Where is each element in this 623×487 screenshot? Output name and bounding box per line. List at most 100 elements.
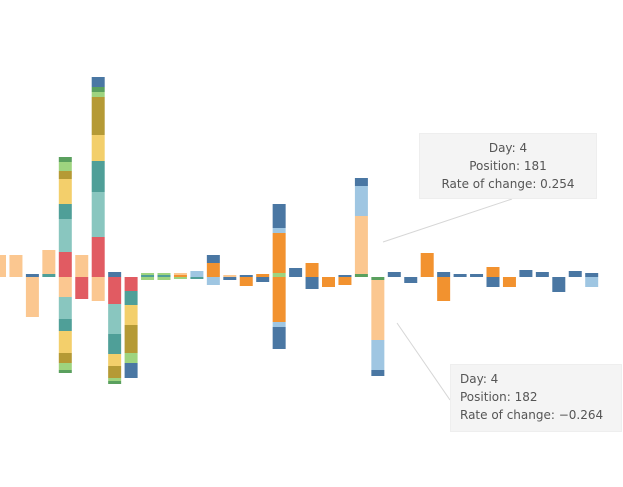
bar-segment-down[interactable] [437, 277, 451, 301]
bar-segment-up[interactable] [108, 272, 122, 277]
bar-segment-down[interactable] [58, 370, 72, 373]
bar-segment-down[interactable] [371, 277, 385, 280]
bar-segment-up[interactable] [206, 263, 220, 277]
bar-segment-down[interactable] [58, 277, 72, 297]
bar-segment-up[interactable] [58, 219, 72, 252]
bar-segment-up[interactable] [272, 233, 286, 273]
bar-segment-up[interactable] [354, 274, 368, 277]
bar-segment-down[interactable] [25, 277, 39, 317]
bar-segment-up[interactable] [568, 271, 582, 277]
bar-segment-down[interactable] [272, 327, 286, 349]
bar-segment-down[interactable] [486, 277, 500, 287]
bar-segment-up[interactable] [91, 87, 105, 92]
bar-segment-up[interactable] [25, 274, 39, 277]
bar-segment-up[interactable] [519, 270, 533, 277]
bar-segment-down[interactable] [58, 353, 72, 363]
bar-segment-up[interactable] [91, 77, 105, 87]
bar-segment-up[interactable] [206, 255, 220, 263]
bar-segment-up[interactable] [239, 275, 253, 277]
bar-segment-up[interactable] [305, 263, 319, 277]
bar-segment-down[interactable] [371, 280, 385, 340]
bar-segment-down[interactable] [124, 363, 138, 378]
bar-segment-down[interactable] [108, 366, 122, 378]
bar-segment-down[interactable] [305, 277, 319, 289]
bar-segment-up[interactable] [42, 274, 56, 277]
bar-segment-up[interactable] [0, 255, 6, 277]
bar-segment-down[interactable] [404, 277, 418, 283]
bar-segment-up[interactable] [453, 274, 467, 277]
bar-segment-up[interactable] [173, 275, 187, 277]
bar-segment-down[interactable] [75, 277, 89, 299]
bar-segment-down[interactable] [585, 277, 599, 287]
bar-segment-down[interactable] [272, 322, 286, 327]
bar-segment-up[interactable] [91, 135, 105, 161]
bar-segment-up[interactable] [58, 252, 72, 277]
bar-segment-down[interactable] [239, 277, 253, 286]
bar-segment-up[interactable] [437, 272, 451, 277]
bar-segment-up[interactable] [272, 228, 286, 233]
bar-segment-up[interactable] [354, 178, 368, 186]
bar-segment-down[interactable] [256, 277, 270, 282]
bar-segment-down[interactable] [108, 334, 122, 354]
bar-segment-down[interactable] [58, 297, 72, 319]
bar-segment-down[interactable] [371, 340, 385, 370]
bar-segment-down[interactable] [206, 277, 220, 285]
bar-segment-up[interactable] [157, 273, 171, 275]
bar-segment-up[interactable] [535, 272, 549, 277]
bar-segment-up[interactable] [58, 162, 72, 171]
bar-segment-up[interactable] [91, 237, 105, 277]
bar-segment-down[interactable] [91, 277, 105, 301]
bar-segment-up[interactable] [420, 253, 434, 277]
bar-segment-down[interactable] [124, 325, 138, 353]
bar-segment-up[interactable] [486, 267, 500, 277]
bar-segment-up[interactable] [223, 275, 237, 277]
bar-segment-down[interactable] [108, 354, 122, 366]
bar-segment-up[interactable] [91, 92, 105, 97]
bar-segment-up[interactable] [91, 97, 105, 135]
bar-segment-down[interactable] [190, 277, 204, 279]
bar-segment-up[interactable] [75, 255, 89, 277]
bar-segment-up[interactable] [289, 268, 303, 277]
bar-segment-up[interactable] [42, 250, 56, 274]
bar-segment-up[interactable] [338, 275, 352, 277]
bar-segment-up[interactable] [157, 275, 171, 277]
bar-segment-down[interactable] [223, 277, 237, 280]
bar-segment-up[interactable] [91, 161, 105, 192]
bar-segment-up[interactable] [58, 179, 72, 204]
bar-segment-down[interactable] [124, 277, 138, 291]
bar-segment-up[interactable] [272, 273, 286, 277]
bar-segment-down[interactable] [502, 277, 516, 287]
bar-segment-down[interactable] [108, 378, 122, 381]
bar-segment-down[interactable] [371, 370, 385, 376]
bar-segment-up[interactable] [272, 204, 286, 228]
bar-segment-down[interactable] [108, 277, 122, 304]
bar-segment-up[interactable] [91, 192, 105, 237]
bar-segment-down[interactable] [157, 277, 171, 280]
bar-segment-down[interactable] [173, 277, 187, 279]
bar-segment-down[interactable] [124, 353, 138, 363]
bar-segment-down[interactable] [124, 291, 138, 305]
bar-segment-up[interactable] [387, 272, 401, 277]
bar-segment-up[interactable] [354, 186, 368, 216]
bar-segment-down[interactable] [58, 363, 72, 370]
bar-segment-up[interactable] [141, 275, 155, 277]
bar-segment-up[interactable] [58, 204, 72, 219]
bar-segment-down[interactable] [108, 304, 122, 334]
bar-segment-down[interactable] [58, 331, 72, 353]
bar-segment-up[interactable] [58, 157, 72, 162]
bar-segment-up[interactable] [58, 171, 72, 179]
bar-segment-down[interactable] [338, 277, 352, 285]
bar-segment-down[interactable] [141, 277, 155, 280]
bar-segment-down[interactable] [552, 277, 566, 292]
bar-segment-up[interactable] [470, 274, 484, 277]
bar-segment-up[interactable] [256, 274, 270, 277]
bar-segment-up[interactable] [141, 273, 155, 275]
bar-segment-up[interactable] [585, 273, 599, 277]
bar-segment-up[interactable] [9, 255, 23, 277]
bar-segment-up[interactable] [173, 273, 187, 275]
bar-segment-down[interactable] [124, 305, 138, 325]
bar-segment-down[interactable] [272, 277, 286, 322]
bar-segment-up[interactable] [190, 271, 204, 277]
bar-segment-up[interactable] [354, 216, 368, 274]
bar-segment-down[interactable] [58, 319, 72, 331]
